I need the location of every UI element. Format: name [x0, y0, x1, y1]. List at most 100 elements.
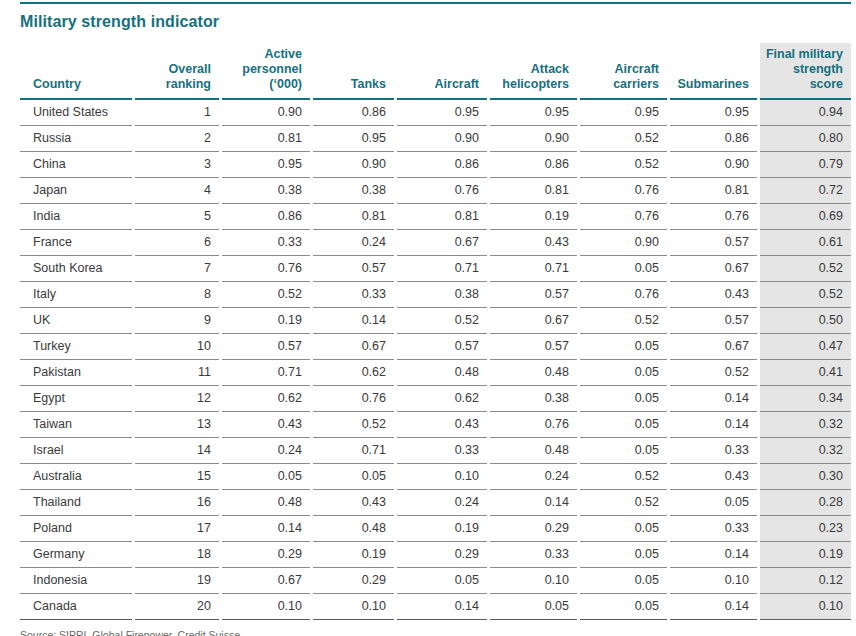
military-strength-table: Country Overall ranking Active personnel…: [17, 43, 854, 620]
cell-aircraft: 0.81: [397, 204, 487, 230]
cell-tanks: 0.43: [313, 490, 394, 516]
cell-aircraft: 0.90: [397, 126, 487, 152]
table-row: Russia 2 0.81 0.95 0.90 0.90 0.52 0.86 0…: [20, 126, 851, 152]
cell-aircraft-carriers: 0.05: [580, 334, 667, 360]
cell-submarines: 0.14: [670, 594, 757, 620]
table-row: Poland 17 0.14 0.48 0.19 0.29 0.05 0.33 …: [20, 516, 851, 542]
cell-submarines: 0.10: [670, 568, 757, 594]
cell-overall-ranking: 7: [135, 256, 219, 282]
cell-country: Italy: [20, 282, 132, 308]
cell-overall-ranking: 18: [135, 542, 219, 568]
cell-active-personnel: 0.71: [222, 360, 310, 386]
column-header-country: Country: [20, 43, 132, 100]
cell-tanks: 0.81: [313, 204, 394, 230]
table-header-row: Country Overall ranking Active personnel…: [20, 43, 851, 100]
cell-active-personnel: 0.24: [222, 438, 310, 464]
cell-tanks: 0.67: [313, 334, 394, 360]
cell-tanks: 0.76: [313, 386, 394, 412]
cell-aircraft-carriers: 0.90: [580, 230, 667, 256]
cell-aircraft-carriers: 0.05: [580, 360, 667, 386]
cell-submarines: 0.43: [670, 282, 757, 308]
table-row: Egypt 12 0.62 0.76 0.62 0.38 0.05 0.14 0…: [20, 386, 851, 412]
cell-attack-helicopters: 0.24: [490, 464, 577, 490]
cell-aircraft-carriers: 0.05: [580, 386, 667, 412]
cell-aircraft: 0.05: [397, 568, 487, 594]
cell-tanks: 0.71: [313, 438, 394, 464]
cell-aircraft-carriers: 0.76: [580, 204, 667, 230]
cell-aircraft-carriers: 0.05: [580, 412, 667, 438]
cell-active-personnel: 0.76: [222, 256, 310, 282]
cell-aircraft: 0.71: [397, 256, 487, 282]
cell-tanks: 0.52: [313, 412, 394, 438]
cell-country: China: [20, 152, 132, 178]
cell-submarines: 0.76: [670, 204, 757, 230]
cell-final-score: 0.50: [760, 308, 851, 334]
source-note: Source: SIPRI, Global Firepower, Credit …: [20, 629, 851, 636]
table-row: United States 1 0.90 0.86 0.95 0.95 0.95…: [20, 100, 851, 126]
cell-final-score: 0.80: [760, 126, 851, 152]
cell-country: Indonesia: [20, 568, 132, 594]
cell-overall-ranking: 3: [135, 152, 219, 178]
page-title: Military strength indicator: [20, 13, 851, 31]
column-header-overall-ranking: Overall ranking: [135, 43, 219, 100]
cell-tanks: 0.95: [313, 126, 394, 152]
table-row: Japan 4 0.38 0.38 0.76 0.81 0.76 0.81 0.…: [20, 178, 851, 204]
cell-final-score: 0.61: [760, 230, 851, 256]
cell-country: India: [20, 204, 132, 230]
cell-country: Canada: [20, 594, 132, 620]
cell-attack-helicopters: 0.57: [490, 334, 577, 360]
cell-overall-ranking: 13: [135, 412, 219, 438]
column-header-aircraft: Aircraft: [397, 43, 487, 100]
cell-final-score: 0.23: [760, 516, 851, 542]
column-header-active-personnel: Active personnel (‘000): [222, 43, 310, 100]
cell-overall-ranking: 6: [135, 230, 219, 256]
cell-submarines: 0.57: [670, 230, 757, 256]
cell-country: Thailand: [20, 490, 132, 516]
cell-final-score: 0.19: [760, 542, 851, 568]
cell-aircraft: 0.67: [397, 230, 487, 256]
cell-active-personnel: 0.33: [222, 230, 310, 256]
cell-submarines: 0.90: [670, 152, 757, 178]
cell-submarines: 0.14: [670, 542, 757, 568]
cell-final-score: 0.52: [760, 282, 851, 308]
cell-aircraft: 0.29: [397, 542, 487, 568]
top-rule: [20, 2, 851, 4]
cell-attack-helicopters: 0.14: [490, 490, 577, 516]
cell-attack-helicopters: 0.86: [490, 152, 577, 178]
cell-submarines: 0.86: [670, 126, 757, 152]
cell-submarines: 0.67: [670, 334, 757, 360]
table-row: Pakistan 11 0.71 0.62 0.48 0.48 0.05 0.5…: [20, 360, 851, 386]
cell-country: Russia: [20, 126, 132, 152]
cell-submarines: 0.67: [670, 256, 757, 282]
cell-attack-helicopters: 0.43: [490, 230, 577, 256]
column-header-submarines: Submarines: [670, 43, 757, 100]
cell-overall-ranking: 15: [135, 464, 219, 490]
cell-aircraft: 0.48: [397, 360, 487, 386]
cell-final-score: 0.30: [760, 464, 851, 490]
cell-tanks: 0.86: [313, 100, 394, 126]
cell-final-score: 0.79: [760, 152, 851, 178]
cell-aircraft: 0.62: [397, 386, 487, 412]
cell-active-personnel: 0.38: [222, 178, 310, 204]
cell-active-personnel: 0.90: [222, 100, 310, 126]
table-row: France 6 0.33 0.24 0.67 0.43 0.90 0.57 0…: [20, 230, 851, 256]
cell-tanks: 0.05: [313, 464, 394, 490]
cell-final-score: 0.32: [760, 438, 851, 464]
cell-active-personnel: 0.81: [222, 126, 310, 152]
cell-country: United States: [20, 100, 132, 126]
cell-final-score: 0.10: [760, 594, 851, 620]
cell-overall-ranking: 12: [135, 386, 219, 412]
cell-overall-ranking: 1: [135, 100, 219, 126]
cell-aircraft: 0.33: [397, 438, 487, 464]
cell-submarines: 0.14: [670, 386, 757, 412]
cell-overall-ranking: 19: [135, 568, 219, 594]
cell-attack-helicopters: 0.67: [490, 308, 577, 334]
cell-aircraft-carriers: 0.05: [580, 256, 667, 282]
cell-final-score: 0.28: [760, 490, 851, 516]
cell-submarines: 0.43: [670, 464, 757, 490]
table-row: Taiwan 13 0.43 0.52 0.43 0.76 0.05 0.14 …: [20, 412, 851, 438]
cell-submarines: 0.57: [670, 308, 757, 334]
cell-attack-helicopters: 0.05: [490, 594, 577, 620]
table-row: Australia 15 0.05 0.05 0.10 0.24 0.52 0.…: [20, 464, 851, 490]
cell-country: Germany: [20, 542, 132, 568]
